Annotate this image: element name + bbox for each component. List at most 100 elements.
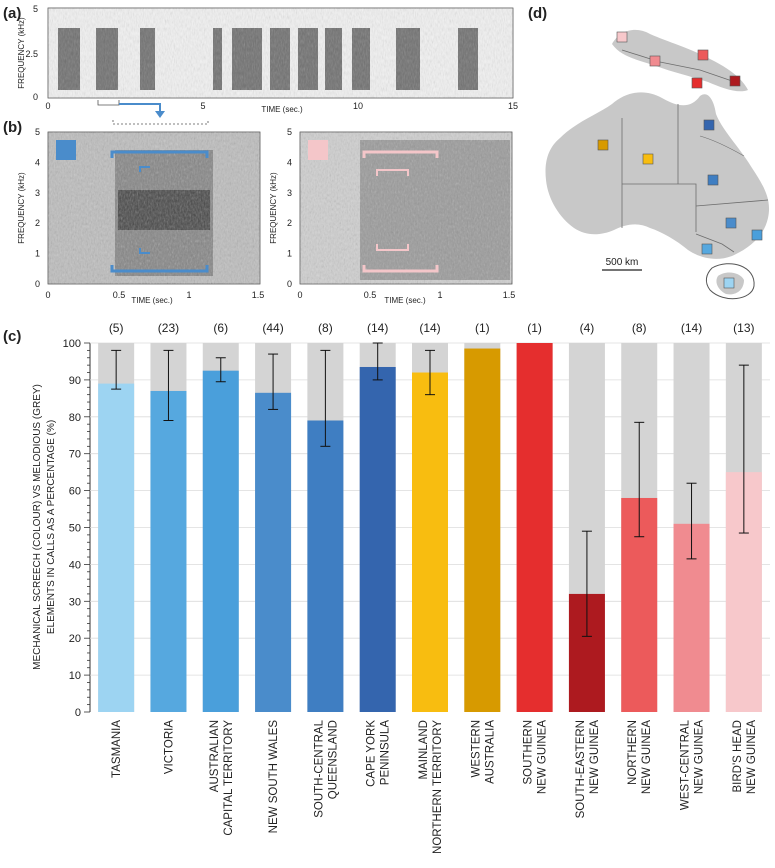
y-tick-label: 100 <box>63 338 81 350</box>
spec-top-ytick-2-5: 2.5 <box>25 49 38 59</box>
bar-chart-error-bars <box>111 342 749 637</box>
category-label-line: WEST-CENTRAL <box>680 719 692 810</box>
category-label-line: BIRD'S HEAD <box>732 720 744 793</box>
sample-count: (13) <box>733 321 754 335</box>
bar-chart-category-labels: TASMANIA VICTORIA AUSTRALIAN CAPITAL TERRIT… <box>111 719 758 854</box>
y-tick-label: 70 <box>69 449 81 461</box>
spec-top-ytick-0: 0 <box>33 92 38 102</box>
bar-chart-counts: (5) (23) (6) (44) (8) (14) (14) (1) (1) (4) (8) (14… <box>109 321 755 335</box>
category-label-line: NEW GUINEA <box>537 720 549 794</box>
selection-arrow <box>119 103 161 112</box>
bar <box>255 392 292 712</box>
category-label-line: NORTHERN TERRITORY <box>432 720 444 854</box>
map-border-nsw-vic <box>695 233 735 253</box>
spec-left-ytick: 3 <box>35 188 40 198</box>
category-label-line: TASMANIA <box>111 720 123 778</box>
inner-bracket-bottom-pink <box>376 244 409 251</box>
spec-left-ytick: 5 <box>35 127 40 137</box>
y-tick-label: 60 <box>69 486 81 498</box>
sample-count: (4) <box>580 321 595 335</box>
spec-left-xtick-0: 0 <box>45 290 50 300</box>
map-scale-label: 500 km <box>606 257 639 268</box>
category-label-line: NEW SOUTH WALES <box>268 720 280 834</box>
category-label-line: VICTORIA <box>163 720 175 774</box>
bar-chart: 0 10 20 30 40 50 60 70 80 90 100 (5) (23) (6) (44) (8)… <box>32 321 770 854</box>
bracket-top <box>110 150 209 158</box>
bar-chart-ylabel-line2: ELEMENTS IN CALLS AS A PERCENTAGE (%) <box>46 420 57 634</box>
panel-label-d: (d) <box>528 5 547 22</box>
category-label-line: SOUTH-CENTRAL <box>313 719 325 817</box>
category-label-line: NEW GUINEA <box>746 720 758 794</box>
bracket-top-pink <box>362 150 439 158</box>
map-new-guinea-divide <box>621 49 736 83</box>
category-label-line: NEW GUINEA <box>694 720 706 794</box>
map-cape-york-divide <box>699 135 745 157</box>
spectrogram-top-noise <box>48 8 513 98</box>
category-label-line: AUSTRALIA <box>484 720 496 784</box>
spectrogram-top: 5 2.5 0 FREQUENCY (kHz) 0 5 10 15 TIME (… <box>17 4 518 125</box>
y-tick-label: 10 <box>69 670 81 682</box>
category-label-line: SOUTHERN <box>523 720 535 785</box>
spec-right-ytick: 2 <box>287 218 292 228</box>
y-tick-label: 40 <box>69 559 81 571</box>
category-label: WEST-CENTRAL NEW GUINEA <box>680 719 706 810</box>
bar <box>464 348 501 712</box>
map-marker-nsw <box>725 217 737 229</box>
category-label: BIRD'S HEAD NEW GUINEA <box>732 720 758 794</box>
spec-right-xtick-1: 1 <box>437 290 442 300</box>
spec-left-xtick-1-5: 1.5 <box>252 290 265 300</box>
spec-top-xtick-5: 5 <box>200 101 205 111</box>
map-australia <box>545 92 770 259</box>
category-label-line: WESTERN <box>470 720 482 778</box>
spec-right-xtick-0-5: 0.5 <box>364 290 377 300</box>
y-tick-label: 50 <box>69 523 81 535</box>
map-marker-victoria <box>701 243 713 255</box>
spec-right-yticks: 0 1 2 3 4 5 <box>287 127 292 289</box>
map-marker-birds-head <box>616 31 628 43</box>
category-label: VICTORIA <box>163 720 175 774</box>
spec-right-ytick: 1 <box>287 249 292 259</box>
category-label-line: AUSTRALIAN <box>209 720 221 792</box>
spec-right-xtick-0: 0 <box>297 290 302 300</box>
spec-top-xtick-0: 0 <box>45 101 50 111</box>
spec-top-ylabel: FREQUENCY (kHz) <box>17 17 26 89</box>
spec-left-ylabel: FREQUENCY (kHz) <box>17 172 26 244</box>
category-label-line: NEW GUINEA <box>641 720 653 794</box>
bar <box>359 366 396 712</box>
map-marker-act <box>751 229 763 241</box>
category-label: WESTERN AUSTRALIA <box>470 720 496 784</box>
map-border-sa <box>622 183 697 232</box>
category-label-line: CAPE YORK <box>366 720 378 787</box>
category-label-line: NEW GUINEA <box>589 720 601 794</box>
category-label-line: MAINLAND <box>418 720 430 779</box>
spec-right-ytick: 3 <box>287 188 292 198</box>
bracket-bottom <box>110 265 209 273</box>
panel-label-a: (a) <box>3 5 21 22</box>
map: 500 km <box>545 29 770 300</box>
category-label: SOUTH-CENTRAL QUEENSLAND <box>313 719 339 817</box>
bar-chart-ylabel-line1: MECHANICAL SCREECH (COLOUR) VS MELODIOUS… <box>32 384 43 670</box>
map-marker-northern-territory <box>642 153 654 165</box>
bar <box>307 420 344 712</box>
sample-count: (23) <box>158 321 179 335</box>
sample-count: (5) <box>109 321 124 335</box>
swatch-pink <box>308 140 328 160</box>
inner-bracket-bottom <box>139 248 150 254</box>
map-marker-southern <box>691 77 703 89</box>
spec-right-ylabel: FREQUENCY (kHz) <box>269 172 278 244</box>
y-tick-label: 20 <box>69 633 81 645</box>
category-label-line: SOUTH-EASTERN <box>575 720 587 818</box>
selection-bracket <box>97 100 120 106</box>
y-tick-label: 90 <box>69 375 81 387</box>
bar <box>412 372 448 712</box>
spec-top-ytick-5: 5 <box>33 4 38 14</box>
panel-label-c: (c) <box>3 328 21 345</box>
bar <box>516 343 553 712</box>
y-tick-label: 30 <box>69 596 81 608</box>
spec-top-xlabel: TIME (sec.) <box>261 105 303 114</box>
spec-left-xtick-0-5: 0.5 <box>113 290 126 300</box>
zoom-bracket <box>112 120 209 125</box>
spectrogram-left-noise <box>48 132 260 284</box>
inner-bracket-top <box>139 166 150 172</box>
